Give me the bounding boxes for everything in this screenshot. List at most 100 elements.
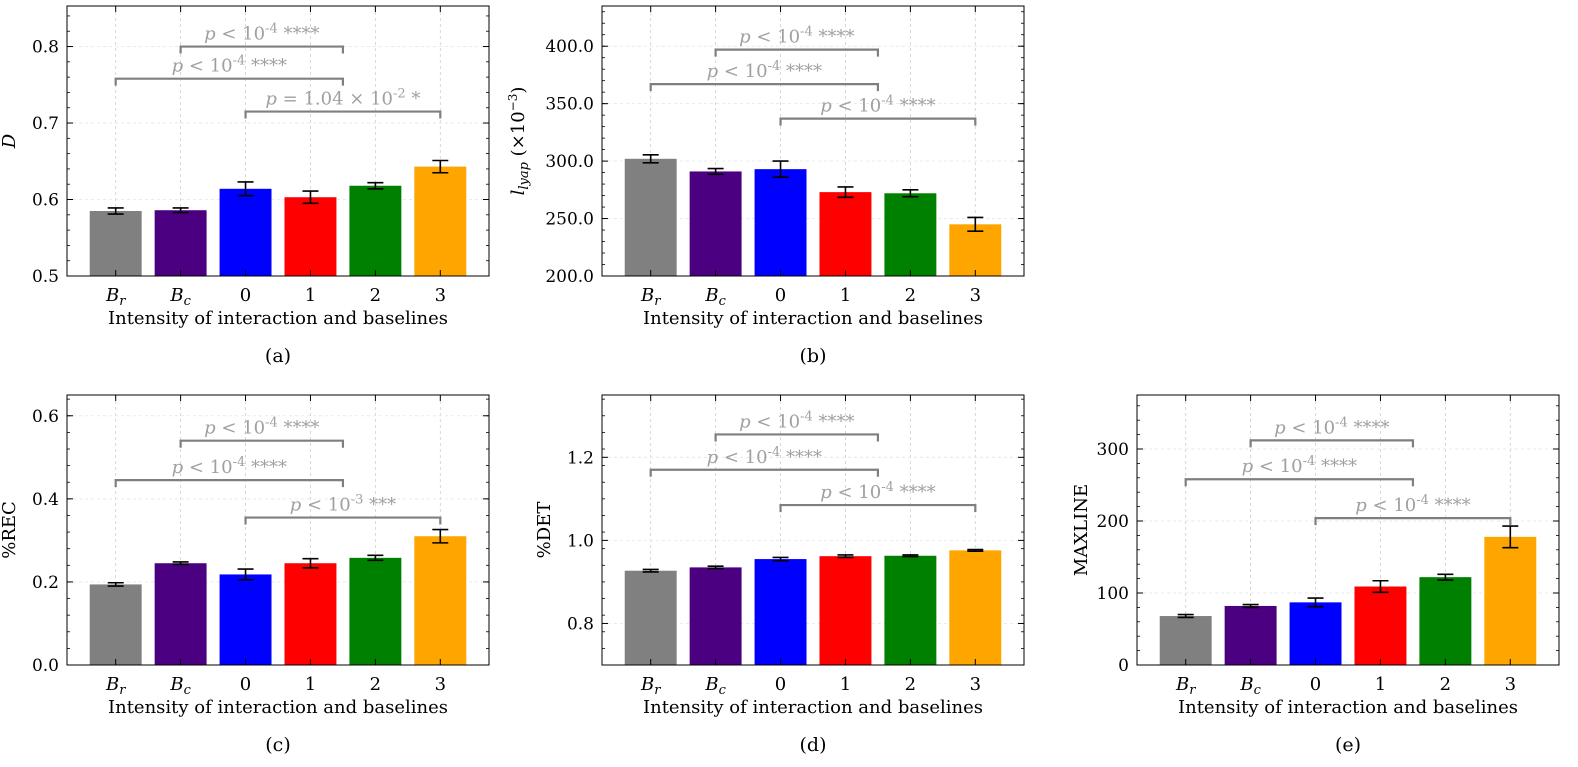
significance-label-c-0: p < 10-4 **** xyxy=(204,416,319,439)
errorbar-d-1 xyxy=(707,565,724,570)
errorbar-e-0 xyxy=(1177,613,1194,619)
ytick-label-c: 0.4 xyxy=(32,490,59,510)
bar-c-2 xyxy=(219,574,272,665)
ylabel-d: %DET xyxy=(534,502,555,559)
significance-bracket-b-2: p < 10-4 **** xyxy=(779,93,977,126)
xtick-label-c-0: Br xyxy=(105,674,126,698)
xtick-label-b-5: 3 xyxy=(970,285,981,306)
significance-bracket-e-1: p < 10-4 **** xyxy=(1184,454,1415,487)
ytick-label-a: 0.7 xyxy=(32,114,59,134)
errorbar-e-3 xyxy=(1372,579,1389,594)
significance-label-b-0: p < 10-4 **** xyxy=(739,25,854,48)
xtick-label-e-1: Bc xyxy=(1239,674,1261,698)
errorbar-c-5 xyxy=(432,528,449,544)
bar-a-0 xyxy=(89,210,142,276)
xtick-label-d-4: 2 xyxy=(905,674,916,695)
bar-b-5 xyxy=(949,224,1002,276)
xtick-label-a-4: 2 xyxy=(370,285,381,306)
significance-label-d-1: p < 10-4 **** xyxy=(707,445,822,468)
ticks-d xyxy=(602,395,1024,666)
ytick-label-b: 200.0 xyxy=(545,267,594,287)
significance-bracket-c-1: p < 10-4 **** xyxy=(114,455,345,488)
bar-a-2 xyxy=(219,188,272,276)
xtick-label-d-0: Br xyxy=(640,674,661,698)
errorbar-d-0 xyxy=(642,568,659,573)
errorbar-b-4 xyxy=(902,189,919,198)
caption-b: (b) xyxy=(800,345,827,367)
errorbar-a-4 xyxy=(367,181,384,190)
ylabel-c: %REC xyxy=(0,501,20,559)
xtick-label-b-2: 0 xyxy=(775,285,786,306)
caption-c: (c) xyxy=(265,734,290,756)
ytick-label-e: 300 xyxy=(1097,440,1129,460)
ytick-label-e: 100 xyxy=(1097,584,1129,604)
errorbar-b-1 xyxy=(707,167,724,176)
bar-e-3 xyxy=(1354,586,1407,665)
bar-e-4 xyxy=(1419,577,1472,665)
significance-label-b-1: p < 10-4 **** xyxy=(707,59,822,82)
bar-b-1 xyxy=(689,171,742,276)
significance-bracket-a-1: p < 10-4 **** xyxy=(114,54,345,86)
xtick-label-d-5: 3 xyxy=(970,674,981,695)
chart-b: 200.0 250.0 300.0 350.0 400.0 Br Bc 0 1 2 3Intensi… xyxy=(506,5,1025,367)
bar-d-1 xyxy=(689,567,742,665)
xtick-label-b-4: 2 xyxy=(905,285,916,306)
bar-b-0 xyxy=(624,158,677,276)
xtick-label-c-1: Bc xyxy=(169,674,191,698)
xtick-label-a-5: 3 xyxy=(435,285,446,306)
errorbar-b-2 xyxy=(772,160,789,178)
ytick-label-b: 400.0 xyxy=(545,37,594,57)
xtick-label-e-4: 2 xyxy=(1440,674,1451,695)
ytick-label-d: 0.8 xyxy=(567,614,594,634)
errorbar-a-3 xyxy=(302,190,319,205)
xtick-label-b-1: Bc xyxy=(704,285,726,309)
bar-a-1 xyxy=(154,210,207,276)
xtick-label-e-5: 3 xyxy=(1505,674,1516,695)
ticks-c xyxy=(67,395,489,666)
xtick-label-d-1: Bc xyxy=(704,674,726,698)
bar-d-2 xyxy=(754,559,807,665)
errorbar-b-5 xyxy=(967,216,984,232)
bar-e-5 xyxy=(1484,536,1537,665)
significance-label-a-0: p < 10-4 **** xyxy=(204,21,319,44)
bar-d-0 xyxy=(624,570,677,665)
errorbar-e-4 xyxy=(1437,573,1454,581)
significance-label-b-2: p < 10-4 **** xyxy=(820,93,935,116)
axes-frame-c xyxy=(66,394,490,666)
ticks-a xyxy=(67,6,489,277)
ytick-label-b: 250.0 xyxy=(545,210,594,230)
xlabel-c: Intensity of interaction and baselines xyxy=(108,697,448,718)
significance-bracket-e-2: p < 10-4 **** xyxy=(1314,493,1512,526)
ytick-label-c: 0.6 xyxy=(32,407,59,427)
xtick-label-b-3: 1 xyxy=(840,285,851,306)
caption-a: (a) xyxy=(265,345,291,367)
errorbar-e-5 xyxy=(1502,525,1519,549)
ytick-label-d: 1.0 xyxy=(567,531,594,551)
bar-d-5 xyxy=(949,550,1002,665)
significance-label-c-2: p < 10-3 *** xyxy=(290,492,396,515)
xtick-label-e-2: 0 xyxy=(1310,674,1321,695)
significance-bracket-d-2: p < 10-4 **** xyxy=(779,480,977,513)
xtick-label-e-3: 1 xyxy=(1375,674,1386,695)
bar-b-4 xyxy=(884,193,937,276)
errorbar-a-2 xyxy=(237,181,254,197)
ticks-e xyxy=(1137,395,1559,666)
axes-frame-e xyxy=(1136,394,1560,666)
xtick-label-d-3: 1 xyxy=(840,674,851,695)
xtick-label-a-3: 1 xyxy=(305,285,316,306)
errorbar-c-4 xyxy=(367,554,384,562)
ytick-label-c: 0.0 xyxy=(32,656,59,676)
bar-d-3 xyxy=(819,556,872,665)
xlabel-e: Intensity of interaction and baselines xyxy=(1178,697,1518,718)
bar-b-2 xyxy=(754,169,807,276)
xtick-label-c-3: 1 xyxy=(305,674,316,695)
errorbar-c-3 xyxy=(302,557,319,569)
axes-frame-a xyxy=(66,5,490,277)
bar-e-0 xyxy=(1159,616,1212,665)
significance-label-d-0: p < 10-4 **** xyxy=(739,409,854,432)
significance-bracket-d-0: p < 10-4 **** xyxy=(714,409,880,442)
bar-d-4 xyxy=(884,555,937,665)
